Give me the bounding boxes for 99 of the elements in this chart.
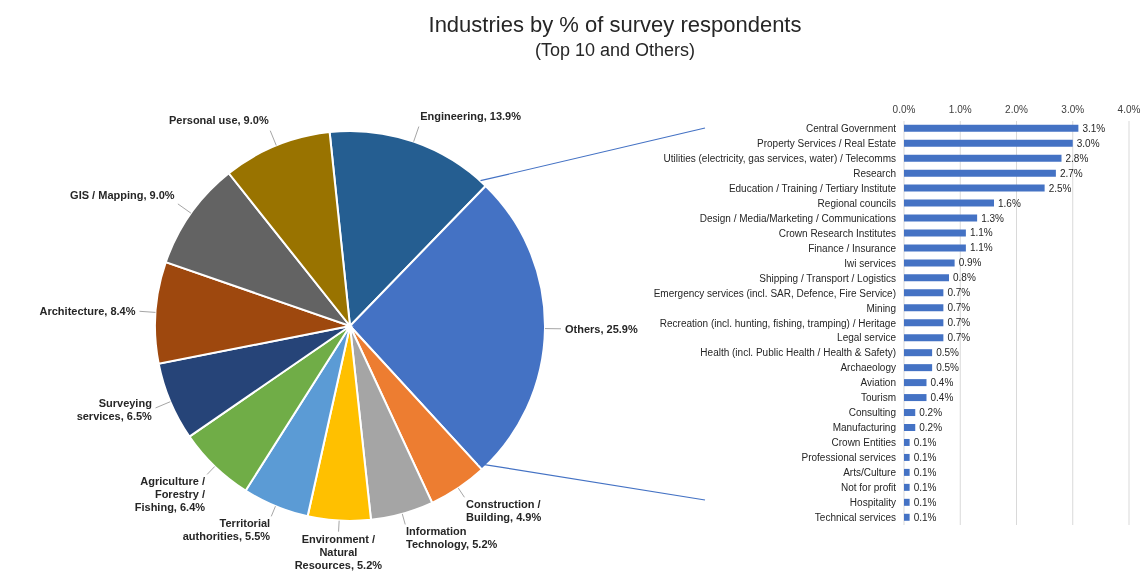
data-label: 0.2% [919,422,943,433]
bar [904,154,1062,162]
bar [904,453,910,461]
x-tick-label: 4.0% [1117,104,1141,115]
bar [904,379,927,387]
bar [904,169,1056,177]
data-label: 0.5% [936,362,960,374]
slice-label: GIS / Mapping, 9.0% [70,188,175,201]
bar [904,274,949,282]
bar [904,498,910,506]
data-label: 0.5% [936,347,960,359]
x-tick-label: 3.0% [1061,104,1085,115]
data-label: 0.7% [947,332,971,344]
data-label: 1.6% [998,197,1021,209]
data-label: 0.4% [930,392,954,404]
data-label: 1.1% [969,242,993,254]
slice-label: Territorial authorities, 5.5% [182,517,271,543]
bar [904,229,966,237]
bar [904,124,1079,132]
data-label: 0.1% [913,436,937,448]
y-tick-label: Research [853,167,896,179]
slice-label: Engineering, 13.9% [420,109,522,122]
bar [904,214,978,222]
data-label: 3.0% [1076,137,1100,149]
y-tick-label: Tourism [860,392,896,404]
y-tick-label: Education / Training / Tertiary Institute [728,182,897,194]
data-label: 2.8% [1065,152,1089,164]
data-label: 1.1% [969,227,993,239]
slice-label: Construction / Building, 4.9% [466,497,542,523]
y-tick-label: Professional services [801,452,896,464]
data-label: 0.7% [947,302,971,314]
y-tick-label: Utilities (electricity, gas services, water) / Telecomms [663,152,896,164]
y-tick-label: Aviation [860,377,896,389]
data-label: 2.7% [1059,167,1083,179]
data-label: 3.1% [1082,122,1106,134]
bar [904,409,916,417]
slice-label: Environment / Natural Resources, 5.2% [294,532,383,571]
chart-title: Industries by % of survey respondents [427,12,803,38]
y-tick-label: Recreation (incl. hunting, fishing, tramping) / Heritage [659,317,897,329]
bar [904,244,966,252]
data-label: 0.4% [930,377,954,389]
bar [904,349,933,357]
y-tick-label: Hospitality [849,497,896,509]
bar [904,394,927,402]
y-tick-label: Regional councils [817,197,896,209]
x-tick-label: 1.0% [948,104,972,115]
bar [904,438,910,446]
y-tick-label: Manufacturing [832,422,896,434]
y-tick-label: Shipping / Transport / Logistics [759,272,896,284]
data-label: 2.5% [1048,182,1072,194]
bar [904,259,955,267]
data-label: 1.3% [981,212,1005,224]
data-label: 0.1% [913,481,937,493]
y-tick-label: Mining [866,302,896,314]
data-label: 0.7% [947,317,971,329]
y-tick-label: Crown Research Institutes [778,227,896,239]
data-label: 0.2% [919,407,943,419]
bar [904,364,933,372]
bar [904,483,910,491]
y-tick-label: Iwi services [844,257,896,269]
slice-label: Information Technology, 5.2% [406,525,498,551]
slice-label: Architecture, 8.4% [39,305,136,317]
bar [904,304,944,312]
y-tick-label: Not for profit [840,482,897,494]
y-tick-label: Emergency services (incl. SAR, Defence, Fire Service) [653,287,896,299]
data-label: 0.1% [913,451,937,463]
bar [904,199,994,207]
bar [904,289,944,297]
slice-label: Agriculture / Forestry / Fishing, 6.4% [134,474,206,513]
y-tick-label: Arts/Culture [843,467,897,479]
slice-label: Personal use, 9.0% [169,113,269,126]
data-label: 0.7% [947,287,971,299]
bar [904,334,944,342]
y-tick-label: Property Services / Real Estate [757,137,897,149]
y-tick-label: Central Government [805,122,897,134]
bar [904,468,910,476]
bar [904,139,1073,147]
slice-label: Others, 25.9% [564,322,638,335]
data-label: 0.8% [953,272,976,284]
y-tick-label: Health (incl. Public Health / Health & Safety) [700,347,896,359]
bar [904,424,916,431]
y-tick-label: Legal service [837,332,897,344]
y-tick-label: Consulting [848,407,896,419]
bar [904,513,910,521]
bar [904,319,944,327]
y-tick-label: Finance / Insurance [808,242,897,254]
x-tick-label: 0.0% [892,104,916,115]
data-label: 0.1% [913,496,937,508]
data-label: 0.9% [958,257,982,269]
chart-subtitle: (Top 10 and Others) [533,40,697,61]
slice-label: Surveying services, 6.5% [76,396,153,422]
x-tick-label: 2.0% [1005,104,1028,115]
y-tick-label: Design / Media/Marketing / Communications [699,212,896,224]
y-tick-label: Technical services [814,512,896,524]
data-label: 0.1% [913,466,937,478]
y-tick-label: Crown Entities [831,437,896,449]
y-tick-label: Archaeology [840,362,896,374]
bar [904,184,1045,192]
data-label: 0.1% [913,511,937,523]
